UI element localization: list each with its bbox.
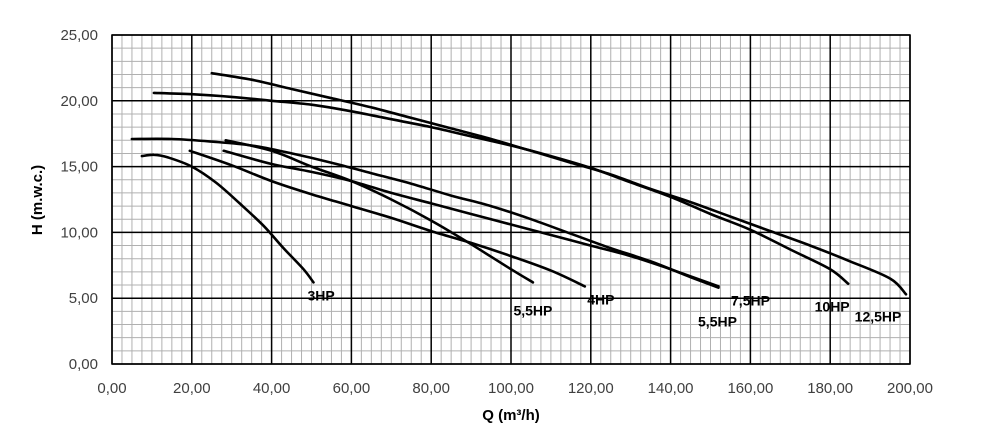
y-axis-title: H (m.w.c.) xyxy=(29,165,46,235)
x-tick-label: 140,00 xyxy=(648,380,694,397)
x-tick-label: 100,00 xyxy=(488,380,534,397)
curve-label: 3HP xyxy=(307,287,334,303)
y-tick-label: 0,00 xyxy=(69,356,98,373)
pump-curve-line xyxy=(188,149,587,288)
y-axis-tick-labels: 0,00 5,00 10,00 15,00 20,00 25,00 xyxy=(60,27,98,373)
pump-curve-line xyxy=(210,71,908,296)
x-tick-label: 40,00 xyxy=(253,380,291,397)
curve-label: 4HP xyxy=(587,291,614,307)
x-tick-label: 120,00 xyxy=(568,380,614,397)
curve-label: 7,5HP xyxy=(731,292,770,308)
plot-area-frame xyxy=(111,34,911,365)
y-tick-label: 5,00 xyxy=(69,290,98,307)
x-tick-label: 0,00 xyxy=(97,380,126,397)
pump-curves xyxy=(130,71,908,296)
x-tick-label: 200,00 xyxy=(887,380,933,397)
y-tick-label: 10,00 xyxy=(60,224,98,241)
curve-label: 5,5HP xyxy=(698,314,737,330)
y-tick-label: 15,00 xyxy=(60,159,98,176)
y-tick-label: 25,00 xyxy=(60,27,98,44)
curve-label: 12,5HP xyxy=(855,308,902,324)
pump-curve-line xyxy=(222,149,720,288)
pump-curve-line xyxy=(224,139,535,284)
curve-label: 10HP xyxy=(815,299,850,315)
pump-curve-line xyxy=(140,153,315,284)
x-axis-tick-labels: 0,00 20,00 40,00 60,00 80,00 100,00 120,00 140,… xyxy=(97,380,933,397)
x-tick-label: 20,00 xyxy=(173,380,211,397)
curve-labels: 3HP 5,5HP 4HP 5,5HP 7,5HP 10HP 12,5HP xyxy=(307,287,901,329)
y-tick-label: 20,00 xyxy=(60,93,98,110)
x-tick-label: 80,00 xyxy=(412,380,450,397)
curve-label: 5,5HP xyxy=(513,302,552,318)
x-tick-label: 180,00 xyxy=(807,380,853,397)
x-axis-title: Q (m³/h) xyxy=(482,407,540,424)
x-tick-label: 160,00 xyxy=(727,380,773,397)
x-tick-label: 60,00 xyxy=(333,380,371,397)
pump-curve-line xyxy=(130,137,720,289)
